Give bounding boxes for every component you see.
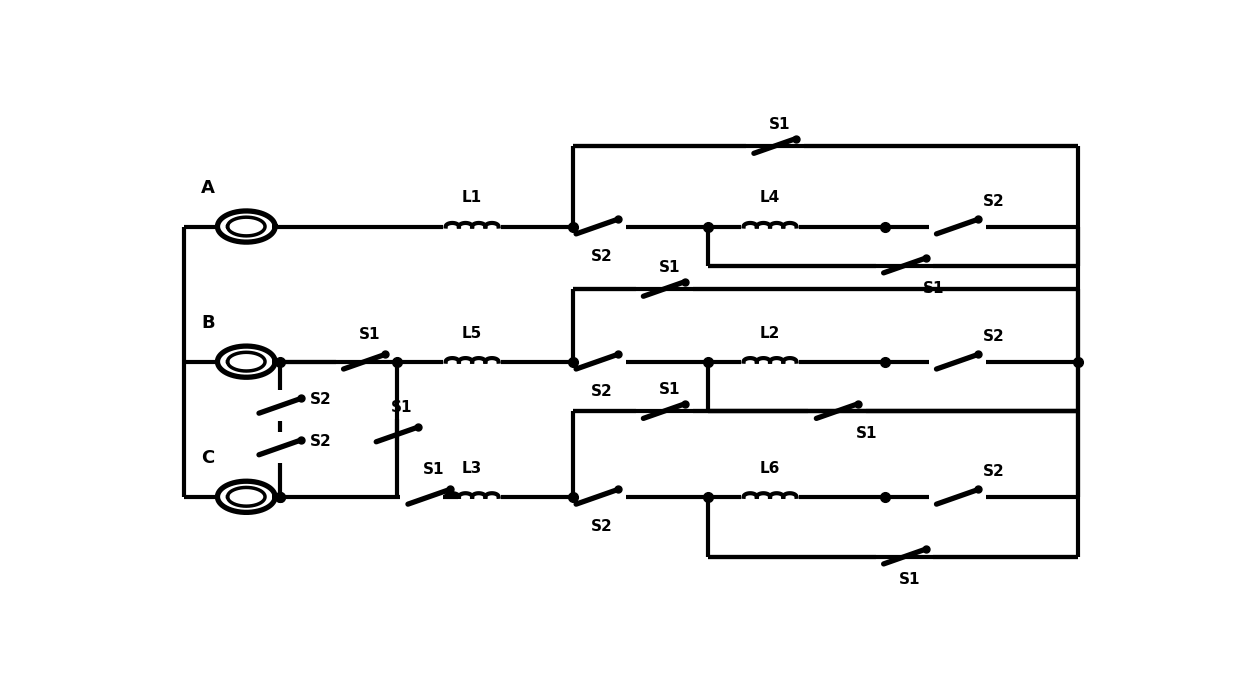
Text: L4: L4: [760, 190, 780, 205]
Text: L5: L5: [463, 325, 482, 341]
Text: L3: L3: [463, 461, 482, 476]
Text: S2: S2: [591, 520, 613, 535]
Text: S2: S2: [983, 464, 1004, 479]
Text: S2: S2: [591, 249, 613, 264]
Text: S2: S2: [983, 194, 1004, 209]
Text: A: A: [201, 179, 215, 196]
Text: S1: S1: [392, 400, 413, 415]
Text: S2: S2: [983, 329, 1004, 344]
Text: S1: S1: [658, 381, 680, 397]
Text: S1: S1: [923, 281, 944, 296]
Text: S1: S1: [856, 427, 877, 441]
Text: L6: L6: [760, 461, 780, 476]
Text: B: B: [201, 314, 215, 331]
Text: S2: S2: [310, 392, 331, 407]
Text: C: C: [201, 449, 215, 467]
Text: S2: S2: [591, 384, 613, 400]
Text: S1: S1: [899, 572, 920, 587]
Text: S1: S1: [358, 327, 379, 342]
Text: S2: S2: [310, 433, 331, 449]
Text: S1: S1: [658, 260, 680, 275]
Text: S1: S1: [423, 462, 444, 477]
Text: L2: L2: [760, 325, 780, 341]
Text: L1: L1: [463, 190, 482, 205]
Text: S1: S1: [769, 117, 790, 132]
